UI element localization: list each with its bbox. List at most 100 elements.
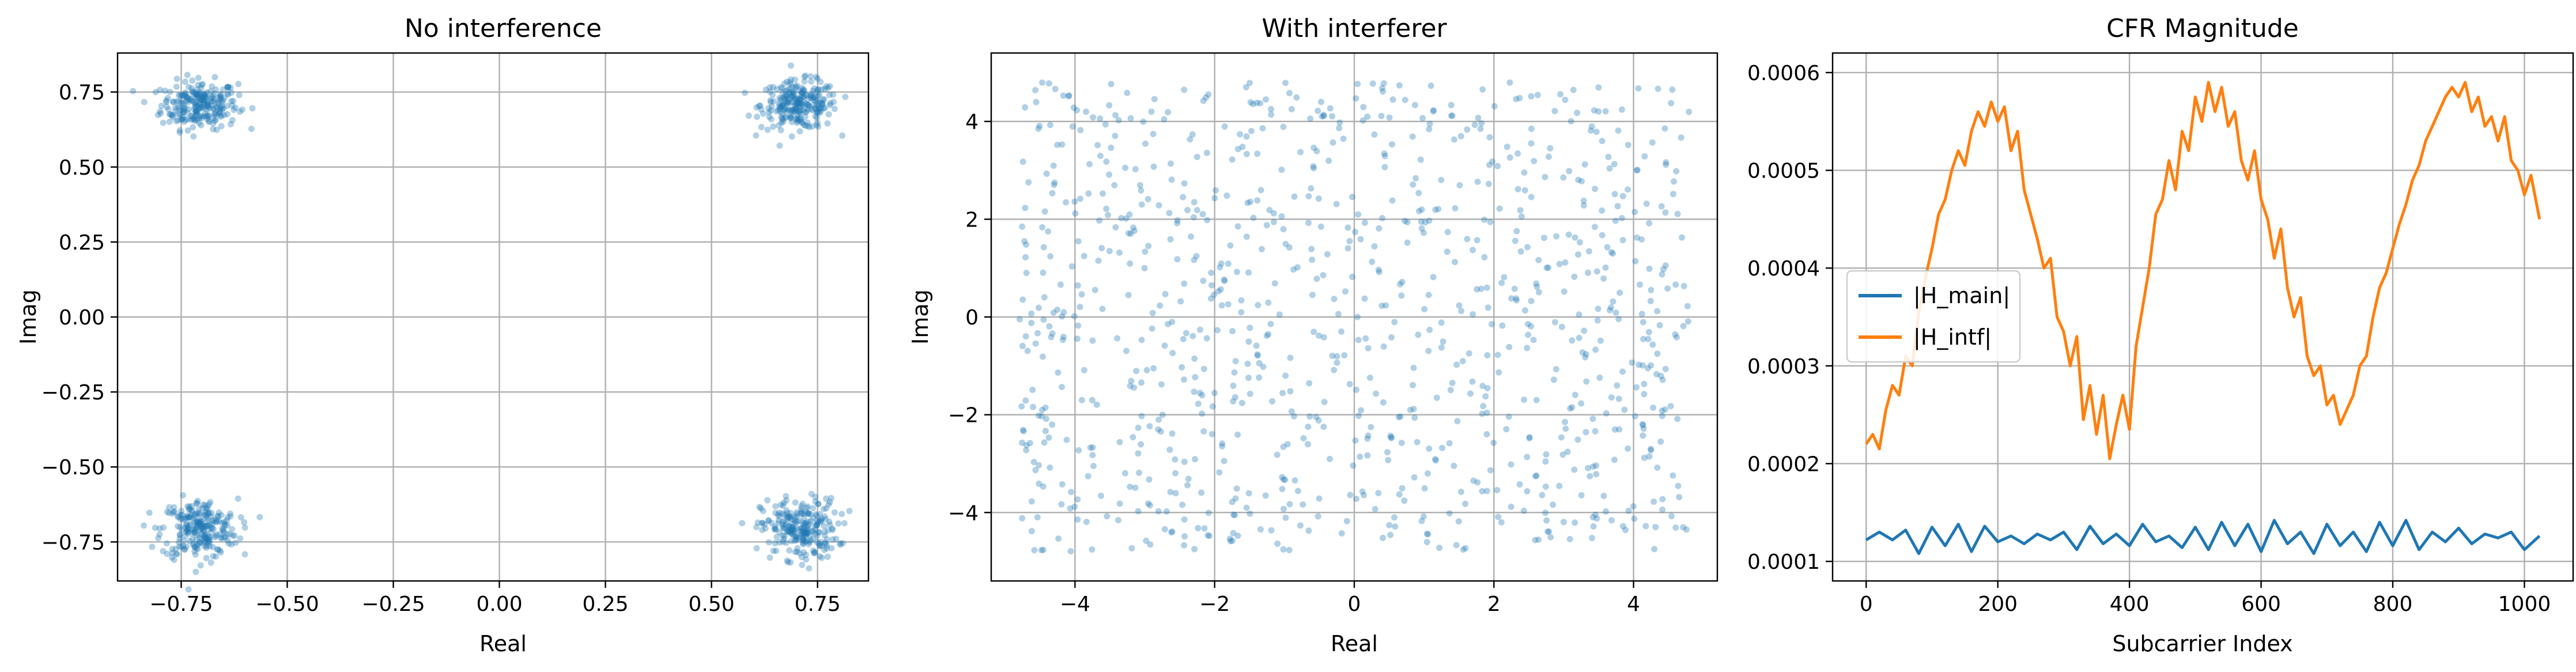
scatter-point — [182, 89, 188, 96]
scatter-point — [1143, 537, 1150, 544]
scatter-point — [1239, 144, 1246, 150]
scatter-point — [779, 89, 786, 96]
scatter-point — [1271, 218, 1277, 225]
scatter-point — [790, 99, 796, 105]
scatter-point — [824, 542, 830, 549]
scatter-point — [241, 519, 248, 526]
scatter-point — [1169, 430, 1176, 437]
scatter-point — [236, 108, 243, 115]
scatter-point — [200, 99, 207, 106]
scatter-point — [775, 511, 781, 518]
scatter-point — [779, 95, 785, 101]
scatter-point — [201, 103, 208, 109]
scatter-point — [204, 104, 211, 110]
scatter-point — [804, 530, 811, 537]
scatter-point — [1462, 545, 1469, 552]
scatter-point — [169, 510, 176, 517]
scatter-point — [1513, 295, 1520, 302]
scatter-point — [1575, 251, 1581, 258]
scatter-point — [212, 116, 219, 123]
scatter-point — [783, 100, 790, 107]
scatter-point — [1580, 202, 1587, 209]
scatter-point — [1508, 461, 1514, 468]
scatter-point — [1121, 470, 1128, 477]
scatter-point — [781, 92, 788, 99]
scatter-point — [201, 90, 207, 97]
scatter-point — [1149, 325, 1155, 332]
scatter-point — [1528, 140, 1535, 147]
scatter-point — [1116, 500, 1123, 507]
scatter-point — [790, 532, 797, 539]
scatter-point — [1071, 503, 1078, 510]
scatter-point — [1550, 501, 1557, 508]
scatter-point — [1229, 499, 1236, 505]
scatter-point — [169, 114, 176, 120]
scatter-point — [1245, 490, 1252, 497]
scatter-point — [778, 104, 785, 111]
scatter-point — [1439, 444, 1445, 451]
scatter-point — [794, 511, 800, 518]
scatter-point — [1034, 514, 1041, 520]
scatter-point — [810, 88, 816, 95]
scatter-point — [1070, 104, 1077, 111]
scatter-point — [1546, 528, 1553, 535]
scatter-point — [1672, 331, 1679, 338]
scatter-point — [788, 531, 795, 538]
scatter-point — [1426, 326, 1433, 333]
scatter-point — [1247, 198, 1254, 205]
scatter-point — [824, 553, 831, 560]
scatter-point — [799, 561, 806, 568]
scatter-point — [767, 97, 774, 104]
scatter-point — [1533, 397, 1540, 403]
scatter-point — [170, 508, 177, 515]
scatter-point — [821, 528, 828, 535]
scatter-point — [1396, 82, 1403, 89]
scatter-point — [1039, 79, 1045, 86]
scatter-point — [821, 546, 828, 553]
scatter-point — [235, 495, 241, 502]
scatter-point — [1451, 136, 1457, 143]
scatter-point — [796, 109, 803, 116]
scatter-point — [1025, 179, 1032, 186]
scatter-point — [1482, 393, 1489, 400]
scatter-point — [1425, 348, 1432, 354]
scatter-point — [1282, 372, 1289, 379]
scatter-point — [822, 540, 829, 547]
scatter-point — [1098, 245, 1105, 251]
scatter-point — [194, 520, 201, 527]
scatter-point — [1315, 417, 1322, 424]
scatter-point — [203, 545, 210, 551]
scatter-point — [794, 82, 800, 89]
scatter-point — [1089, 444, 1096, 451]
scatter-point — [1282, 80, 1289, 86]
scatter-point — [1477, 126, 1484, 132]
scatter-point — [1125, 292, 1132, 299]
scatter-point — [784, 527, 791, 534]
scatter-point — [1656, 322, 1663, 329]
scatter-point — [1167, 236, 1174, 243]
scatter-point — [1359, 488, 1366, 495]
y-tick-label: 0.50 — [59, 156, 105, 180]
scatter-point — [793, 100, 800, 107]
scatter-point — [814, 114, 820, 121]
scatter-point — [827, 100, 834, 107]
scatter-point — [1032, 467, 1039, 474]
scatter-point — [1371, 243, 1378, 250]
scatter-point — [825, 85, 832, 92]
scatter-point — [193, 524, 200, 531]
scatter-point — [130, 88, 137, 95]
scatter-point — [1489, 158, 1496, 165]
scatter-point — [1369, 80, 1376, 87]
scatter-point — [811, 526, 818, 533]
x-tick-label: −2 — [1199, 592, 1230, 616]
panel-2-xlabel: Real — [1331, 631, 1378, 656]
scatter-point — [1686, 108, 1693, 115]
scatter-point — [164, 95, 171, 101]
scatter-point — [795, 99, 802, 105]
scatter-point — [1259, 125, 1266, 132]
scatter-point — [1096, 217, 1103, 224]
scatter-point — [804, 503, 811, 510]
scatter-point — [1315, 195, 1322, 202]
scatter-point — [182, 116, 189, 123]
scatter-point — [1200, 97, 1207, 104]
